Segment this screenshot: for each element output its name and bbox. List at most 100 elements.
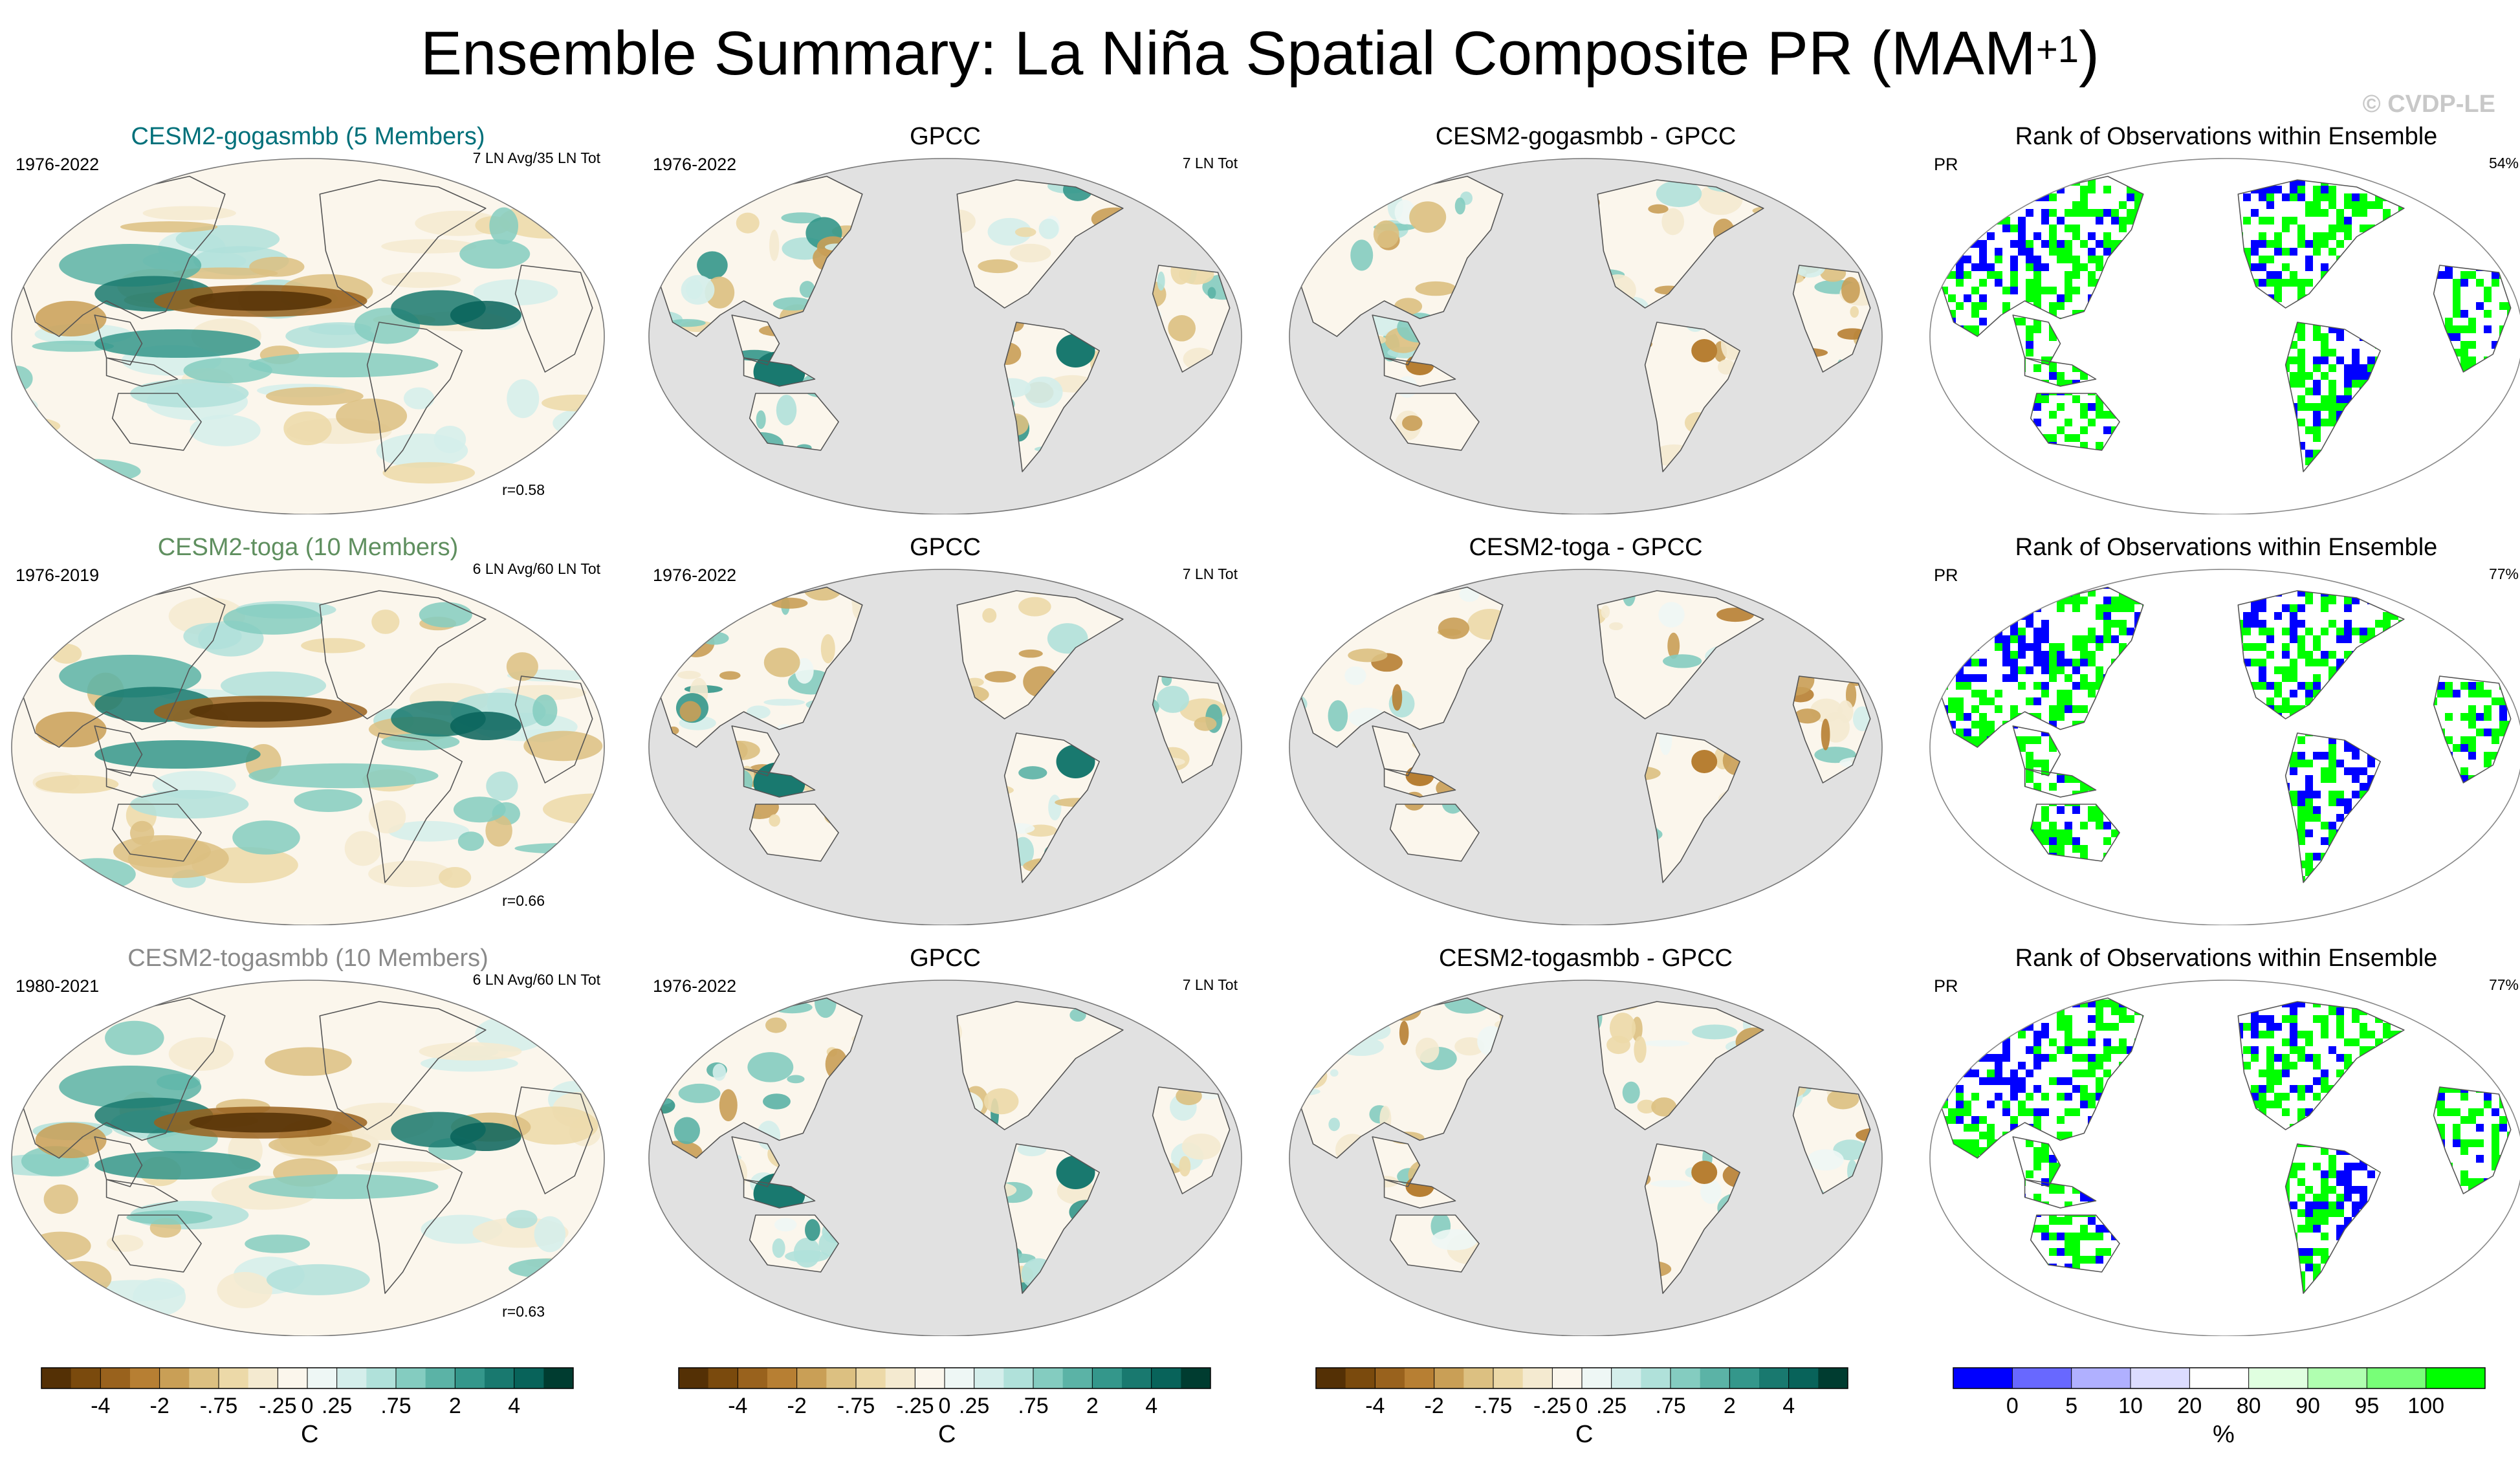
rank-map-row1 — [1929, 158, 2520, 514]
colorbar-label: 10 — [2118, 1394, 2143, 1418]
panel-title: Rank of Observations within Ensemble — [2015, 945, 2438, 972]
colorbar-swatch — [945, 1368, 975, 1388]
panel-count: 7 LN Tot — [1182, 155, 1238, 171]
colorbar-swatch — [1375, 1368, 1405, 1388]
colorbar-label: 4 — [508, 1394, 520, 1418]
colorbar-swatch — [974, 1368, 1004, 1388]
obs-map-row1 — [648, 158, 1242, 514]
pattern-correlation: r=0.66 — [502, 892, 545, 909]
diff-map-row2 — [1289, 569, 1883, 925]
colorbar-swatch — [1788, 1368, 1819, 1388]
colorbar-swatch — [543, 1368, 574, 1388]
colorbar-swatch — [425, 1368, 455, 1388]
colorbar-label: -.75 — [837, 1394, 875, 1418]
colorbar-swatch — [1033, 1368, 1064, 1388]
colorbar-swatch — [1003, 1368, 1034, 1388]
colorbar-swatch — [71, 1368, 101, 1388]
colorbar-unit: C — [1575, 1421, 1594, 1448]
panel-title: CESM2-togasmbb (10 Members) — [127, 945, 488, 972]
panel-row1-diff: CESM2-gogasmbb - GPCC — [1284, 113, 1887, 514]
colorbar-swatch — [130, 1368, 160, 1388]
colorbar-label: 2 — [1086, 1394, 1099, 1418]
colorbar-swatch — [1700, 1368, 1730, 1388]
colorbar-swatch — [708, 1368, 738, 1388]
colorbar-label: 4 — [1145, 1394, 1157, 1418]
colorbar-label: -4 — [91, 1394, 110, 1418]
rank-map-row3 — [1929, 980, 2520, 1336]
panel-variable: PR — [1934, 565, 1958, 585]
colorbar-label: 0 — [301, 1394, 314, 1418]
colorbar-swatch — [189, 1368, 219, 1388]
colorbar-swatch — [2426, 1368, 2486, 1388]
panel-period: 1976-2022 — [16, 155, 100, 174]
colorbar-swatch — [856, 1368, 886, 1388]
colorbar-label: -.25 — [896, 1394, 934, 1418]
panel-count: 6 LN Avg/60 LN Tot — [472, 560, 600, 577]
colorbar-label: 95 — [2354, 1394, 2379, 1418]
colorbar-3: -4 -2 -.75 -.25 0 .25 .75 2 4 C — [1313, 1366, 1902, 1451]
title-main: Ensemble Summary: La Niña Spatial Compos… — [421, 19, 2036, 88]
colorbar-label: 80 — [2237, 1394, 2261, 1418]
obs-map-row3 — [648, 980, 1242, 1336]
panel-row2-obs: GPCC 1976-2022 7 LN Tot — [644, 524, 1247, 925]
colorbar-swatch — [679, 1368, 709, 1388]
colorbar-swatch — [1729, 1368, 1760, 1388]
colorbar-swatches: 0 5 10 20 80 90 95 100 — [1953, 1367, 2486, 1418]
colorbar-swatch — [2071, 1368, 2131, 1388]
colorbar-swatch — [248, 1368, 278, 1388]
colorbar-swatch — [885, 1368, 915, 1388]
colorbar-label: 90 — [2295, 1394, 2320, 1418]
colorbar-swatch — [1463, 1368, 1494, 1388]
model-map-row3 — [11, 980, 605, 1336]
colorbar-swatch — [514, 1368, 544, 1388]
colorbar-unit: C — [301, 1421, 319, 1448]
panel-row3-obs: GPCC 1976-2022 7 LN Tot — [644, 935, 1247, 1336]
colorbar-label: .75 — [1018, 1394, 1048, 1418]
diff-map-row3 — [1289, 980, 1883, 1336]
panel-title: Rank of Observations within Ensemble — [2015, 123, 2438, 150]
colorbar-label: -.75 — [1474, 1394, 1513, 1418]
panel-period: 1980-2021 — [16, 976, 100, 996]
colorbar-swatch — [159, 1368, 190, 1388]
colorbar-label: 5 — [2065, 1394, 2077, 1418]
panel-variable: PR — [1934, 976, 1958, 996]
colorbar-label: -4 — [728, 1394, 747, 1418]
panel-title: GPCC — [910, 534, 981, 561]
colorbar-label: -4 — [1365, 1394, 1385, 1418]
panel-period: 1976-2019 — [16, 565, 100, 585]
pattern-correlation: r=0.58 — [502, 481, 545, 498]
rank-percentage: 77% — [2488, 565, 2519, 582]
colorbar-label: .25 — [322, 1394, 352, 1418]
colorbar-swatch — [1151, 1368, 1181, 1388]
colorbar-swatch — [396, 1368, 426, 1388]
panel-period: 1976-2022 — [653, 155, 737, 174]
panel-row2-rank: Rank of Observations within Ensemble PR 77… — [1925, 524, 2520, 925]
title-close: ) — [2079, 19, 2099, 88]
figure-title: Ensemble Summary: La Niña Spatial Compos… — [0, 18, 2520, 89]
colorbar-label: 0 — [1576, 1394, 1588, 1418]
pattern-correlation: r=0.63 — [502, 1303, 545, 1320]
panel-count: 7 LN Tot — [1182, 565, 1238, 582]
colorbar-label: .75 — [1655, 1394, 1685, 1418]
colorbar-swatch — [2367, 1368, 2427, 1388]
colorbar-label: -.75 — [200, 1394, 238, 1418]
colorbar-swatches: -4 -2 -.75 -.25 0 .25 .75 2 4 — [41, 1367, 574, 1418]
colorbar-label: .75 — [380, 1394, 411, 1418]
panel-row1-rank: Rank of Observations within Ensemble PR 54… — [1925, 113, 2520, 514]
colorbar-swatch — [1062, 1368, 1093, 1388]
colorbar-swatch — [1582, 1368, 1612, 1388]
colorbar-label: 20 — [2177, 1394, 2202, 1418]
colorbar-swatch — [485, 1368, 515, 1388]
colorbar-1: -4 -2 -.75 -.25 0 .25 .75 2 4 C — [39, 1366, 628, 1451]
panel-title: GPCC — [910, 945, 981, 972]
colorbar-swatch — [1493, 1368, 1524, 1388]
colorbar-swatch — [2012, 1368, 2072, 1388]
colorbar-swatch — [1181, 1368, 1211, 1388]
colorbar-2: -4 -2 -.75 -.25 0 .25 .75 2 4 C — [676, 1366, 1265, 1451]
colorbar-label: 2 — [449, 1394, 461, 1418]
model-map-row2 — [11, 569, 605, 925]
rank-map-row2 — [1929, 569, 2520, 925]
panel-row3-diff: CESM2-togasmbb - GPCC — [1284, 935, 1887, 1336]
colorbar-label: -2 — [787, 1394, 807, 1418]
colorbar-label: 0 — [939, 1394, 951, 1418]
